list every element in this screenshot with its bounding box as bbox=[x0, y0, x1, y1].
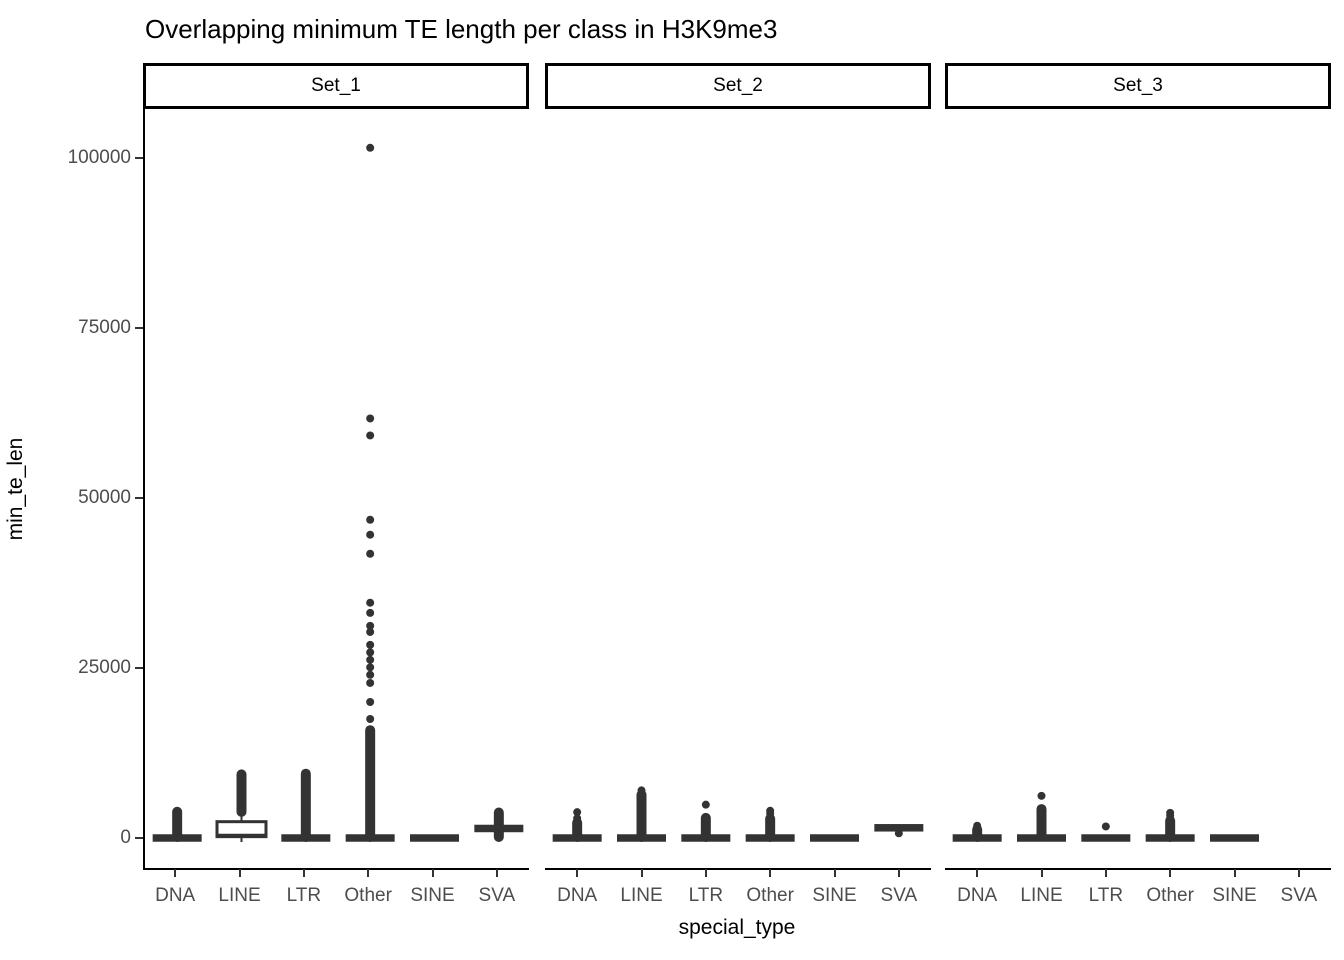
boxplot-set-2-dna bbox=[552, 808, 602, 842]
x-tick-label-dna: DNA bbox=[557, 885, 598, 906]
facet-panel-set-3 bbox=[945, 109, 1331, 870]
boxplot-set-2-sine bbox=[810, 834, 859, 842]
x-tick-label-sva: SVA bbox=[478, 885, 516, 906]
x-tick-label-ltr: LTR bbox=[688, 885, 724, 906]
boxplot-set-1-sine bbox=[410, 834, 459, 842]
y-tick bbox=[135, 837, 143, 839]
boxplot-set-2-ltr bbox=[681, 800, 731, 842]
x-tick-label-sine: SINE bbox=[1212, 885, 1257, 906]
x-tick-label-sine: SINE bbox=[812, 885, 857, 906]
boxplot-set-2-other bbox=[745, 806, 795, 842]
boxplot-set-1-dna bbox=[152, 806, 202, 842]
x-axis-title: special_type bbox=[678, 916, 796, 939]
x-tick-sva bbox=[897, 869, 900, 877]
x-tick-dna bbox=[976, 869, 979, 877]
x-tick-sine bbox=[833, 869, 836, 877]
facet-panel-set-2 bbox=[545, 109, 931, 870]
y-axis-title: min_te_len bbox=[4, 437, 27, 541]
boxplot-set-3-dna bbox=[952, 821, 1002, 842]
boxplot-set-1-ltr bbox=[281, 768, 331, 842]
boxplot-set-2-line bbox=[617, 786, 666, 842]
facet-panel-set-1 bbox=[143, 109, 529, 870]
x-tick-sine bbox=[431, 869, 434, 877]
plot-title: Overlapping minimum TE length per class … bbox=[145, 14, 778, 44]
facet-strip-set-2: Set_2 bbox=[545, 63, 931, 109]
x-tick-label-dna: DNA bbox=[155, 885, 196, 906]
y-tick bbox=[135, 157, 143, 159]
facet-strip-label: Set_2 bbox=[713, 75, 763, 96]
x-tick-label-ltr: LTR bbox=[1088, 885, 1124, 906]
facet-strip-label: Set_3 bbox=[1113, 75, 1163, 96]
x-tick-sva bbox=[495, 869, 498, 877]
y-tick-label: 100000 bbox=[67, 147, 131, 168]
boxplot-set-1-other bbox=[345, 143, 395, 842]
x-tick-label-ltr: LTR bbox=[286, 885, 322, 906]
y-tick bbox=[135, 497, 143, 499]
x-tick-dna bbox=[576, 869, 579, 877]
x-tick-label-sine: SINE bbox=[410, 885, 455, 906]
x-tick-label-other: Other bbox=[1146, 885, 1194, 906]
x-tick-label-other: Other bbox=[344, 885, 392, 906]
x-tick-line bbox=[238, 869, 241, 877]
x-tick-label-sva: SVA bbox=[880, 885, 918, 906]
x-tick-other bbox=[367, 869, 370, 877]
x-tick-sine bbox=[1233, 869, 1236, 877]
boxplot-set-1-line bbox=[215, 769, 268, 842]
y-tick-label: 0 bbox=[120, 827, 131, 848]
x-tick-line bbox=[1040, 869, 1043, 877]
boxplot-set-3-line bbox=[1017, 791, 1066, 842]
x-tick-label-line: LINE bbox=[1020, 885, 1063, 906]
boxplot-set-1-sva bbox=[474, 807, 524, 842]
boxplot-set-3-other bbox=[1145, 808, 1195, 842]
y-tick-label: 75000 bbox=[78, 317, 131, 338]
boxplot-set-3-sine bbox=[1210, 834, 1259, 842]
x-tick-label-other: Other bbox=[746, 885, 794, 906]
facet-strip-label: Set_1 bbox=[311, 75, 361, 96]
y-tick-label: 50000 bbox=[78, 487, 131, 508]
x-tick-label-sva: SVA bbox=[1280, 885, 1318, 906]
facet-strip-set-3: Set_3 bbox=[945, 63, 1331, 109]
x-tick-ltr bbox=[704, 869, 707, 877]
boxplot-set-3-ltr bbox=[1081, 822, 1131, 842]
x-tick-label-dna: DNA bbox=[957, 885, 998, 906]
boxplot-set-2-sva bbox=[874, 824, 924, 838]
x-tick-sva bbox=[1297, 869, 1300, 877]
x-tick-ltr bbox=[302, 869, 305, 877]
x-tick-line bbox=[640, 869, 643, 877]
x-tick-other bbox=[1169, 869, 1172, 877]
facet-strip-set-1: Set_1 bbox=[143, 63, 529, 109]
y-tick-label: 25000 bbox=[78, 657, 131, 678]
y-tick bbox=[135, 327, 143, 329]
x-tick-ltr bbox=[1104, 869, 1107, 877]
x-tick-dna bbox=[174, 869, 177, 877]
x-tick-other bbox=[769, 869, 772, 877]
x-tick-label-line: LINE bbox=[620, 885, 663, 906]
y-tick bbox=[135, 667, 143, 669]
x-tick-label-line: LINE bbox=[218, 885, 261, 906]
